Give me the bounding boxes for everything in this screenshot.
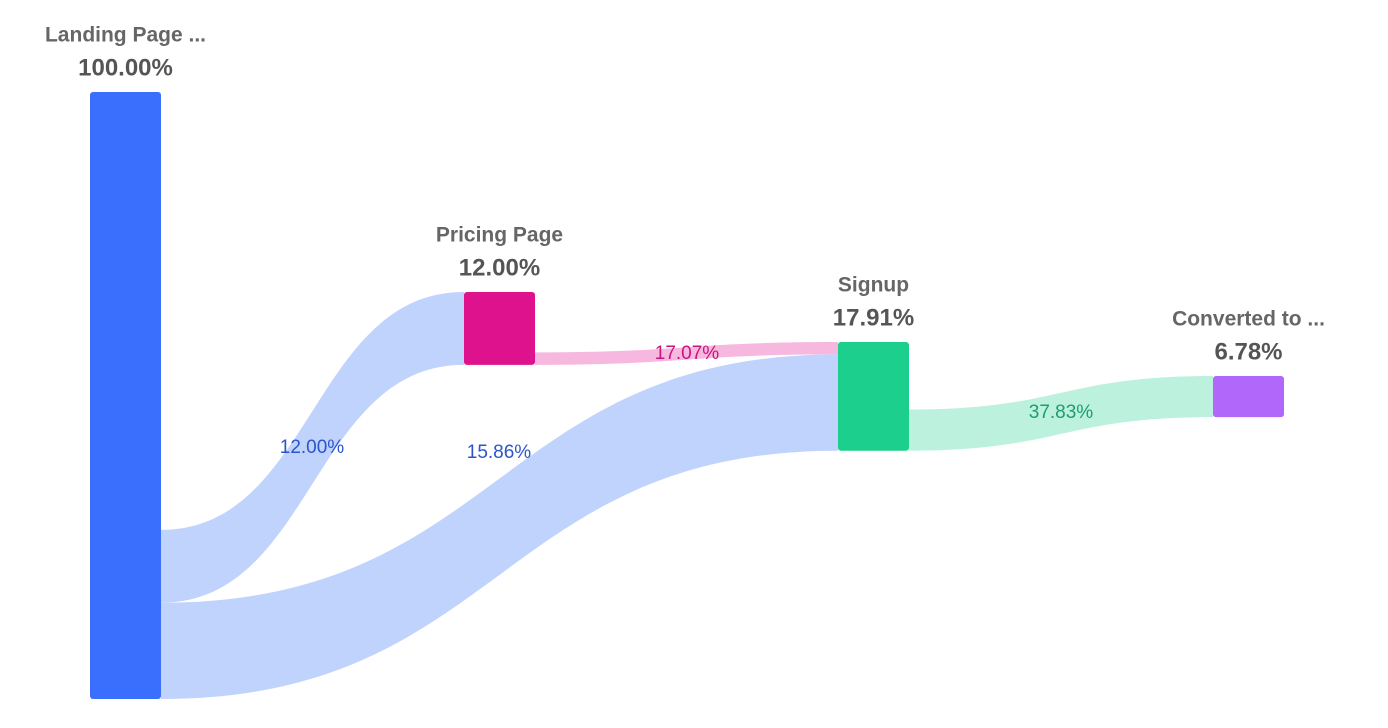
node [838, 342, 909, 451]
link-label: 15.86% [467, 442, 532, 463]
link-label: 37.83% [1029, 402, 1094, 423]
node-name: Landing Page ... [45, 24, 206, 47]
node-value: 12.00% [459, 254, 540, 281]
link [161, 354, 838, 699]
link [535, 342, 838, 365]
node-name: Pricing Page [436, 224, 563, 247]
node-name: Signup [838, 274, 909, 297]
node [90, 92, 161, 699]
link [909, 376, 1213, 451]
links [161, 292, 1213, 699]
node-value: 17.91% [833, 304, 914, 331]
node-value: 6.78% [1214, 338, 1282, 365]
node [464, 292, 535, 365]
node [1213, 376, 1284, 418]
node-name: Converted to ... [1172, 308, 1325, 331]
link [161, 292, 464, 603]
node-value: 100.00% [78, 54, 173, 81]
link-label: 17.07% [655, 343, 720, 364]
link-label: 12.00% [280, 437, 345, 458]
